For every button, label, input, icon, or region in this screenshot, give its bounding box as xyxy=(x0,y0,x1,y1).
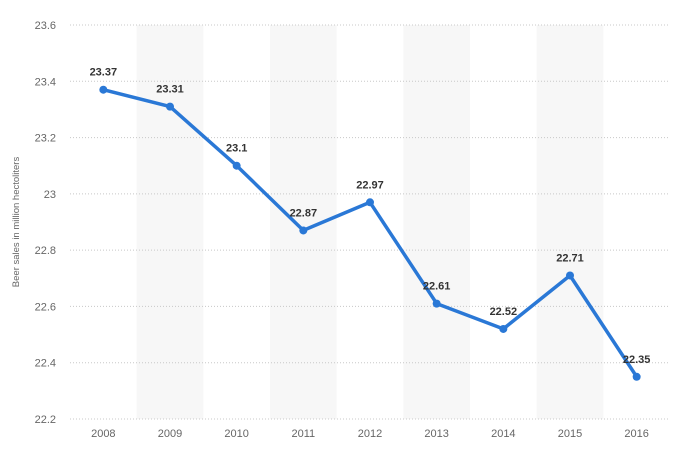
data-label: 23.31 xyxy=(156,84,184,96)
data-point[interactable] xyxy=(632,372,641,381)
data-label: 22.61 xyxy=(423,281,451,293)
y-axis-ticks: 22.2 22.4 22.6 22.8 23 23.2 23.4 23.6 xyxy=(35,20,56,426)
data-points xyxy=(99,85,641,381)
column-bands xyxy=(136,25,604,419)
data-point[interactable] xyxy=(366,198,374,207)
data-label: 22.52 xyxy=(490,306,518,318)
data-point[interactable] xyxy=(232,161,241,170)
data-label: 22.71 xyxy=(556,252,584,264)
x-tick-label: 2009 xyxy=(158,428,182,440)
data-point[interactable] xyxy=(99,85,108,94)
column-band xyxy=(136,25,204,419)
column-band xyxy=(536,25,604,419)
data-point[interactable] xyxy=(299,226,308,235)
x-tick-label: 2008 xyxy=(91,428,115,440)
data-label: 22.87 xyxy=(290,207,318,219)
y-tick-label: 23.2 xyxy=(35,133,56,145)
gridlines xyxy=(70,24,670,420)
data-point[interactable] xyxy=(432,299,441,308)
x-tick-label: 2011 xyxy=(292,428,316,440)
y-tick-label: 23 xyxy=(44,189,56,201)
y-tick-label: 23.6 xyxy=(35,20,56,32)
y-tick-label: 22.2 xyxy=(35,414,56,426)
x-tick-label: 2013 xyxy=(424,428,448,440)
y-tick-label: 22.4 xyxy=(35,358,56,370)
data-labels: 23.37 23.31 23.1 22.87 22.97 22.61 22.52 22.71 2… xyxy=(90,67,651,366)
data-point[interactable] xyxy=(566,271,574,280)
y-tick-label: 22.8 xyxy=(35,245,56,257)
data-point[interactable] xyxy=(166,102,174,111)
data-label: 23.37 xyxy=(90,67,118,79)
data-label: 22.97 xyxy=(356,179,384,191)
data-label: 23.1 xyxy=(226,143,247,155)
data-label: 22.35 xyxy=(623,354,651,366)
column-band xyxy=(403,25,470,419)
x-tick-label: 2012 xyxy=(358,428,382,440)
y-tick-label: 23.4 xyxy=(35,76,56,88)
y-tick-label: 22.6 xyxy=(35,301,56,313)
x-tick-label: 2016 xyxy=(624,428,648,440)
x-axis-ticks: 2008 2009 2010 2011 2012 2013 2014 2015 2016 xyxy=(91,428,649,440)
data-point[interactable] xyxy=(499,324,508,333)
x-tick-label: 2015 xyxy=(558,428,582,440)
x-tick-label: 2014 xyxy=(491,428,515,440)
y-axis-label: Beer sales in million hectoliters xyxy=(11,157,22,288)
x-tick-label: 2010 xyxy=(224,428,248,440)
